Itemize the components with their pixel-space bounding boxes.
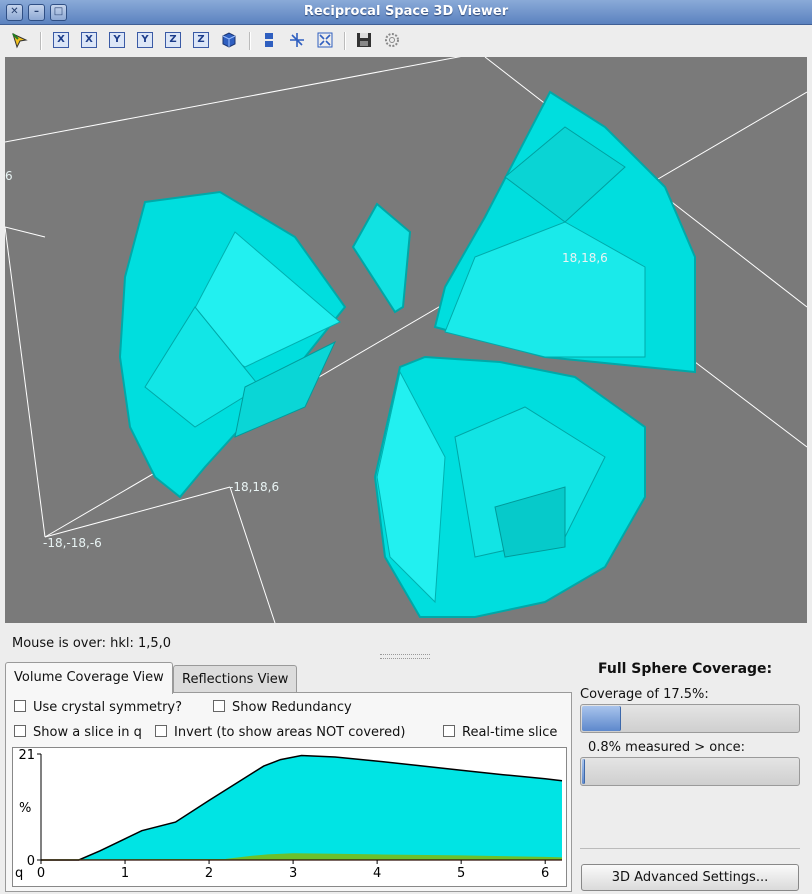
settings-icon[interactable] <box>383 31 401 49</box>
x-tick-label: 1 <box>121 866 129 881</box>
coverage-volume-lower-right <box>373 355 646 618</box>
series-line-1 <box>40 853 563 861</box>
coverage-progress-bar <box>580 704 800 733</box>
mouse-status: Mouse is over: hkl: 1,5,0 <box>12 636 172 651</box>
toolbar-separator <box>249 32 251 50</box>
redundancy-label: 0.8% measured > once: <box>588 740 745 755</box>
toolbar: X X Y Y Z Z <box>0 25 812 57</box>
coverage-progress-fill <box>582 706 621 731</box>
axis-corner-label: -18,18,6 <box>229 480 280 494</box>
coverage-plot: 21 0% 0 1 2 3 4 5 6 q <box>12 747 567 887</box>
x-axis-label: q <box>15 866 23 881</box>
view-x-pos-icon[interactable]: X <box>53 32 69 48</box>
window-title: Reciprocal Space 3D Viewer <box>303 4 509 19</box>
reciprocal-space-3d-view[interactable]: 6 18,18,6 -18,18,6 -18,-18,-6 <box>5 57 807 623</box>
rotate-icon[interactable] <box>288 31 306 49</box>
axis-corner-label: 18,18,6 <box>562 251 608 265</box>
series-line-0 <box>41 754 563 861</box>
tab-volume-coverage[interactable]: Volume Coverage View <box>5 662 173 694</box>
x-tick-label: 4 <box>373 866 381 881</box>
coverage-plot-svg: 21 0% 0 1 2 3 4 5 6 q <box>15 748 563 881</box>
view-x-neg-icon[interactable]: X <box>81 32 97 48</box>
show-slice-checkbox[interactable]: Show a slice in q <box>14 725 142 740</box>
slice-icon[interactable] <box>260 31 278 49</box>
redundancy-progress-bar <box>580 757 800 786</box>
realtime-slice-checkbox[interactable]: Real-time slice <box>443 725 557 740</box>
series-area-1 <box>41 853 562 860</box>
coverage-volume-left <box>118 190 347 499</box>
advanced-settings-button[interactable]: 3D Advanced Settings... <box>581 864 799 891</box>
y-tick-label: 0 <box>27 854 35 869</box>
x-tick-label: 2 <box>205 866 213 881</box>
view-z-neg-icon[interactable]: Z <box>193 32 209 48</box>
bounding-box-wireframe <box>5 57 807 623</box>
view-y-neg-icon[interactable]: Y <box>137 32 153 48</box>
x-tick-label: 5 <box>457 866 465 881</box>
maximize-icon[interactable]: □ <box>50 4 67 21</box>
x-tick-label: 0 <box>37 866 45 881</box>
tab-reflections[interactable]: Reflections View <box>173 665 298 693</box>
splitter-handle[interactable] <box>380 654 430 659</box>
redundancy-progress-fill <box>582 759 585 784</box>
coverage-label: Coverage of 17.5%: <box>580 687 709 702</box>
volume-coverage-panel: Use crystal symmetry? Show Redundancy Sh… <box>5 692 572 892</box>
coverage-heading: Full Sphere Coverage: <box>598 661 773 677</box>
fit-icon[interactable] <box>316 31 334 49</box>
y-axis-label: % <box>19 801 31 816</box>
panel-divider <box>580 848 800 849</box>
pick-icon[interactable] <box>11 31 29 49</box>
coverage-volume-upper-right <box>433 90 696 374</box>
toolbar-separator <box>40 32 42 50</box>
show-redundancy-checkbox[interactable]: Show Redundancy <box>213 700 352 715</box>
view-3d-icon[interactable] <box>220 31 238 49</box>
x-tick-label: 6 <box>541 866 549 881</box>
save-icon[interactable] <box>355 31 373 49</box>
view-z-pos-icon[interactable]: Z <box>165 32 181 48</box>
title-bar: ✕ – □ Reciprocal Space 3D Viewer <box>0 0 812 25</box>
series-area-0 <box>41 755 562 860</box>
toolbar-separator <box>344 32 346 50</box>
y-tick-label: 21 <box>18 748 35 763</box>
minimize-icon[interactable]: – <box>28 4 45 21</box>
invert-checkbox[interactable]: Invert (to show areas NOT covered) <box>155 725 405 740</box>
crystal-symmetry-checkbox[interactable]: Use crystal symmetry? <box>14 700 182 715</box>
axis-corner-label: -18,-18,-6 <box>43 536 102 550</box>
x-tick-label: 3 <box>289 866 297 881</box>
axis-corner-label: 6 <box>5 169 13 183</box>
close-icon[interactable]: ✕ <box>6 4 23 21</box>
view-y-pos-icon[interactable]: Y <box>109 32 125 48</box>
coverage-volume-center <box>351 202 412 314</box>
